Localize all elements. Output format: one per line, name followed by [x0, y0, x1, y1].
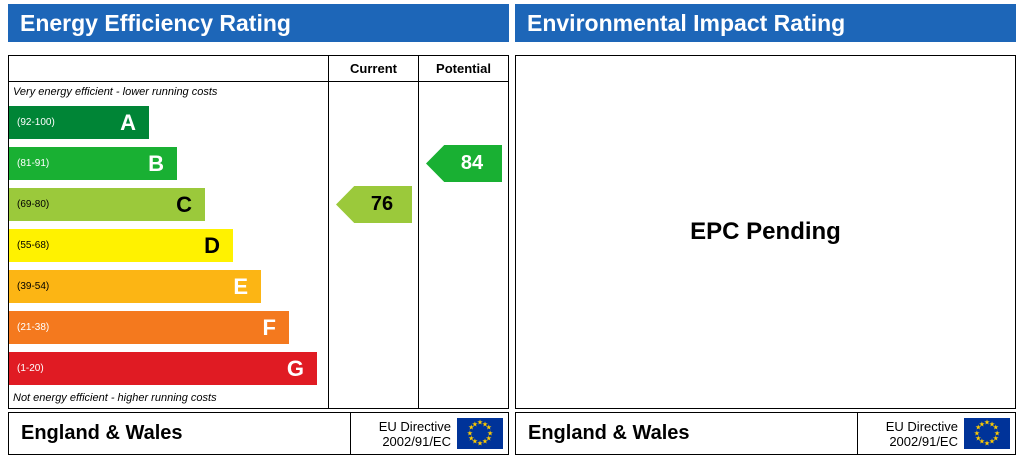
potential-column-header: Potential — [418, 56, 508, 82]
eu-flag-icon: ★ ★ ★ ★ ★ ★ ★ ★ ★ ★ ★ ★ — [964, 418, 1010, 449]
potential-column: 84 — [418, 82, 508, 408]
band-row-a: (92-100) A — [9, 106, 149, 139]
environmental-footer: England & Wales EU Directive 2002/91/EC … — [515, 412, 1016, 455]
band-d-range-label: (55-68) — [17, 240, 50, 251]
band-row-d: (55-68) D — [9, 229, 233, 262]
band-e-letter: E — [233, 273, 248, 299]
rating-bands-area: Very energy efficient - lower running co… — [9, 82, 328, 408]
eu-directive-line1: EU Directive — [378, 418, 451, 434]
environmental-impact-header: Environmental Impact Rating — [515, 4, 1016, 42]
eu-directive-label: EU Directive 2002/91/EC — [379, 419, 451, 449]
energy-efficiency-panel: Energy Efficiency Rating Current Potenti… — [8, 4, 509, 455]
energy-rating-chart: Current Potential Very energy efficient … — [8, 55, 509, 409]
top-note: Very energy efficient - lower running co… — [13, 86, 218, 98]
environmental-impact-panel: Environmental Impact Rating EPC Pending … — [515, 4, 1016, 455]
eu-directive-line2: 2002/91/EC — [889, 433, 958, 449]
eu-directive-line1: EU Directive — [885, 418, 958, 434]
region-label: England & Wales — [528, 422, 690, 444]
band-row-e: (39-54) E — [9, 270, 261, 303]
band-row-g: (1-20) G — [9, 352, 317, 385]
band-a-range-label: (92-100) — [17, 117, 55, 128]
energy-efficiency-title: Energy Efficiency Rating — [20, 9, 291, 36]
energy-efficiency-header: Energy Efficiency Rating — [8, 4, 509, 42]
environmental-rating-box: EPC Pending — [515, 55, 1016, 409]
band-f-range-label: (21-38) — [17, 322, 50, 333]
band-a-letter: A — [120, 109, 136, 135]
band-row-f: (21-38) F — [9, 311, 289, 344]
band-g-letter: G — [286, 355, 304, 381]
band-g-range-label: (1-20) — [17, 363, 44, 374]
band-row-c: (69-80) C — [9, 188, 205, 221]
bands-column-header — [9, 56, 328, 82]
energy-footer: England & Wales EU Directive 2002/91/EC … — [8, 412, 509, 455]
environmental-impact-title: Environmental Impact Rating — [527, 9, 846, 36]
eu-directive-line2: 2002/91/EC — [382, 433, 451, 449]
potential-rating-value: 84 — [460, 152, 484, 174]
band-f-letter: F — [262, 314, 276, 340]
band-b-letter: B — [148, 150, 164, 176]
bottom-note: Not energy efficient - higher running co… — [13, 392, 217, 404]
eu-flag-icon: ★ ★ ★ ★ ★ ★ ★ ★ ★ ★ ★ ★ — [457, 418, 503, 449]
eu-directive-label: EU Directive 2002/91/EC — [886, 419, 958, 449]
current-rating-value: 76 — [370, 193, 394, 215]
region-label: England & Wales — [21, 422, 183, 444]
band-e-range-label: (39-54) — [17, 281, 50, 292]
band-c-letter: C — [176, 191, 192, 217]
current-column-header: Current — [328, 56, 418, 82]
epc-pending-text: EPC Pending — [690, 218, 841, 245]
band-d-letter: D — [204, 232, 220, 258]
band-row-b: (81-91) B — [9, 147, 177, 180]
eu-directive-cell: EU Directive 2002/91/EC ★ ★ ★ ★ ★ ★ ★ ★ ★ ★ ★ ★ — [350, 413, 508, 454]
current-rating-arrow: 76 — [336, 186, 412, 223]
current-column: 76 — [328, 82, 418, 408]
potential-rating-arrow: 84 — [426, 145, 502, 182]
band-b-range-label: (81-91) — [17, 158, 50, 169]
band-c-range-label: (69-80) — [17, 199, 50, 210]
eu-directive-cell: EU Directive 2002/91/EC ★ ★ ★ ★ ★ ★ ★ ★ ★ ★ ★ ★ — [857, 413, 1015, 454]
